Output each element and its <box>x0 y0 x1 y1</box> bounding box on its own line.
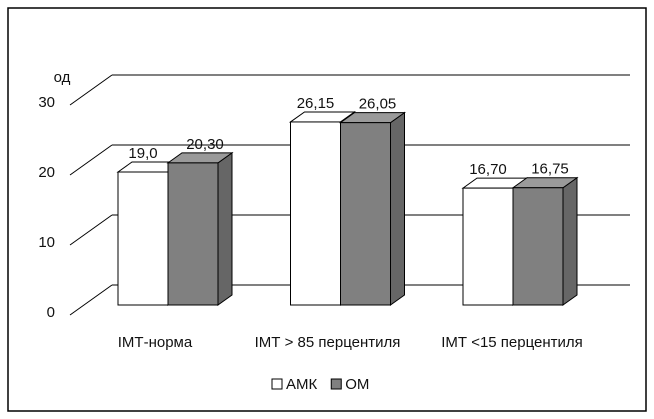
legend-swatch <box>330 378 342 390</box>
data-label: 16,70 <box>469 161 507 178</box>
data-label: 16,75 <box>531 161 569 178</box>
legend-swatch <box>271 378 283 390</box>
bar-side <box>217 151 233 306</box>
bar <box>512 187 564 306</box>
x-tick-label: ІМТ > 85 перцентиля <box>255 334 401 351</box>
grid-line <box>69 74 113 106</box>
x-tick-label: ІМТ <15 перцентиля <box>441 334 583 351</box>
grid-line <box>69 144 113 176</box>
bar-side <box>390 111 405 306</box>
bar <box>167 162 219 306</box>
data-label: 26,15 <box>297 95 335 112</box>
data-label: 26,05 <box>359 96 397 113</box>
y-axis-label: од <box>54 69 71 86</box>
bar-side <box>562 176 578 306</box>
y-tick-label: 10 <box>38 234 55 251</box>
bar <box>340 122 391 306</box>
data-label: 19,0 <box>128 145 157 162</box>
y-tick-label: 20 <box>38 164 55 181</box>
x-tick-label: ІМТ-норма <box>118 334 193 351</box>
y-tick-label: 30 <box>38 94 55 111</box>
legend-label: ОМ <box>345 376 369 393</box>
y-tick-label: 0 <box>47 304 55 321</box>
data-label: 20,30 <box>186 136 224 153</box>
legend-label: АМК <box>286 376 318 393</box>
bar <box>462 187 514 306</box>
bar <box>117 171 169 306</box>
bar <box>290 121 341 306</box>
grid-line <box>69 214 113 246</box>
grid-line <box>69 284 113 316</box>
